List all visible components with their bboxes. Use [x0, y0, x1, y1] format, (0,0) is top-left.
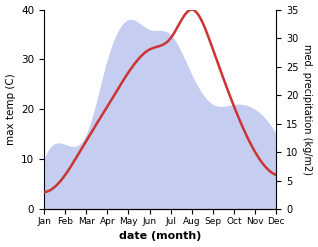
X-axis label: date (month): date (month)	[119, 231, 201, 242]
Y-axis label: med. precipitation (kg/m2): med. precipitation (kg/m2)	[302, 44, 313, 175]
Y-axis label: max temp (C): max temp (C)	[5, 74, 16, 145]
